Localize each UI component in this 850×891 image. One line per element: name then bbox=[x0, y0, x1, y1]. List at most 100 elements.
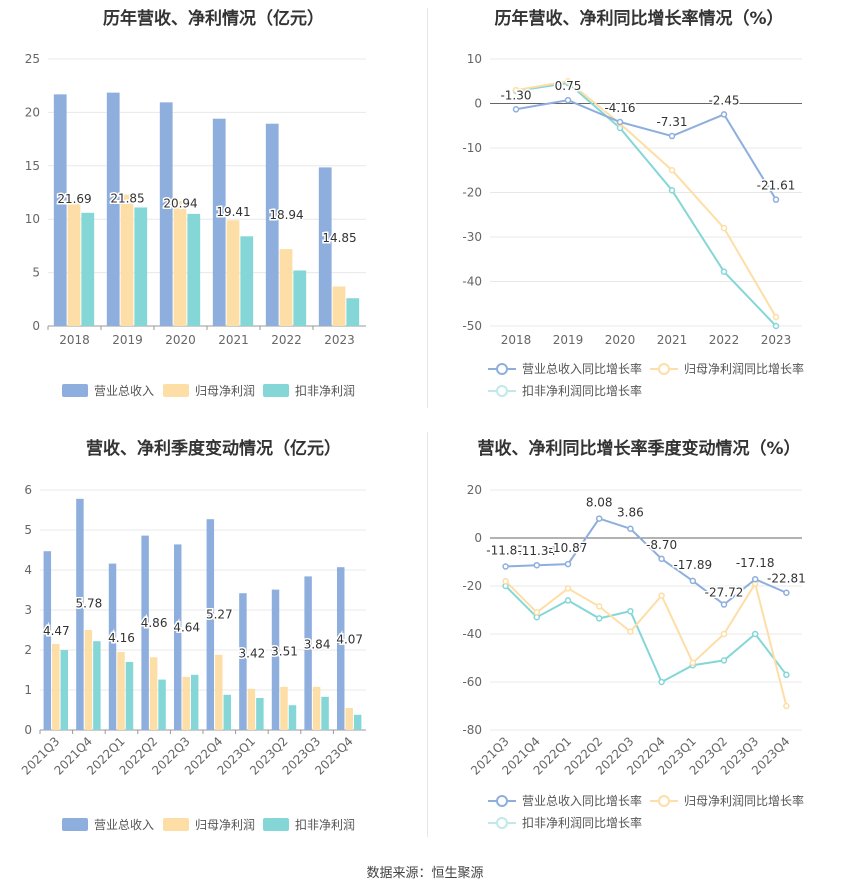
data-label: 18.94 bbox=[269, 208, 303, 222]
y-tick-label: 15 bbox=[25, 159, 40, 173]
x-tick-label: 2021 bbox=[218, 333, 249, 347]
legend-revenue-growth[interactable]: 营业总收入同比增长率 bbox=[488, 360, 642, 377]
series-line bbox=[505, 517, 787, 606]
series-point bbox=[689, 659, 697, 667]
series-line bbox=[504, 585, 788, 684]
bar bbox=[212, 118, 226, 326]
legend-q-deducted[interactable]: 扣非净利润 bbox=[263, 816, 355, 833]
x-tick-label: 2023 bbox=[324, 333, 355, 347]
data-source-footer: 数据来源：恒生聚源 bbox=[366, 866, 484, 881]
series-point bbox=[616, 118, 624, 126]
data-label: 5.78 bbox=[76, 596, 103, 610]
legend-label-parent-growth: 归母净利润同比增长率 bbox=[684, 362, 805, 376]
bar bbox=[280, 686, 288, 730]
legend-swatch-q-deducted bbox=[263, 818, 289, 831]
legend-revenue[interactable]: 营业总收入 bbox=[62, 382, 154, 399]
series-point bbox=[783, 702, 790, 710]
bar bbox=[182, 676, 190, 730]
legend-line-q-deducted bbox=[488, 816, 516, 830]
series-point bbox=[772, 322, 780, 330]
bar bbox=[223, 694, 232, 730]
series-point bbox=[689, 577, 697, 585]
series-line bbox=[504, 580, 788, 707]
series-point bbox=[564, 560, 572, 568]
y-tick-label: 20 bbox=[467, 483, 482, 497]
data-label: 5.27 bbox=[206, 607, 233, 621]
legend-label-parent: 归母净利润 bbox=[195, 384, 256, 398]
y-tick-label: -20 bbox=[462, 186, 482, 200]
data-label: 3.42 bbox=[239, 646, 266, 660]
legend-q-revenue[interactable]: 营业总收入 bbox=[62, 816, 154, 833]
y-tick-label: 1 bbox=[24, 683, 32, 697]
y-tick-label: 10 bbox=[467, 52, 482, 66]
series-point bbox=[720, 111, 728, 118]
quarter-bar-panel: 营收、净利季度变动情况（亿元） 0 1 2 3 4 5 6 2021Q3 2021Q4 2022Q… bbox=[0, 428, 427, 838]
y-tick-label: 5 bbox=[32, 266, 40, 280]
legend-parent-growth[interactable]: 归母净利润同比增长率 bbox=[650, 360, 804, 377]
series-point bbox=[595, 615, 603, 622]
data-label: 4.16 bbox=[108, 631, 135, 645]
data-label: 0.75 bbox=[555, 79, 582, 93]
data-label: -2.45 bbox=[708, 93, 739, 107]
y-tick-label: 10 bbox=[25, 212, 40, 226]
series-point bbox=[564, 78, 572, 85]
bar bbox=[108, 563, 117, 730]
annual-bar-chart: 0 5 10 15 20 25 2018 2019 2020 2021 2022 2023 21.69 2… bbox=[25, 52, 366, 347]
legend-label-deducted-growth: 扣非净利润同比增长率 bbox=[522, 384, 643, 398]
bar bbox=[247, 688, 256, 730]
series-point bbox=[751, 575, 759, 583]
series-point bbox=[772, 313, 780, 321]
legend-deducted-growth[interactable]: 扣非净利润同比增长率 bbox=[488, 382, 642, 399]
bar bbox=[279, 249, 293, 326]
x-tick-label: 2018 bbox=[59, 333, 90, 347]
x-tick-label: 2020 bbox=[605, 333, 636, 347]
annual-bar-title: 历年营收、净利情况（亿元） bbox=[103, 9, 324, 29]
legend-line-deducted bbox=[488, 384, 516, 398]
bar bbox=[76, 498, 84, 730]
bar bbox=[52, 644, 60, 730]
legend-label-q-revenue: 营业总收入 bbox=[94, 818, 155, 832]
x-tick-label: 2023 bbox=[761, 333, 792, 347]
legend-deducted[interactable]: 扣非净利润 bbox=[263, 382, 355, 399]
series-point bbox=[772, 196, 780, 203]
data-label: 14.85 bbox=[322, 231, 356, 245]
data-label: -11.87 bbox=[486, 543, 525, 557]
bar bbox=[353, 714, 362, 730]
legend-q-parent[interactable]: 归母净利润 bbox=[163, 816, 255, 833]
data-label: 3.84 bbox=[304, 638, 331, 652]
bar bbox=[240, 236, 254, 326]
series-point bbox=[564, 597, 572, 604]
bar bbox=[159, 102, 173, 326]
data-label: 21.69 bbox=[57, 192, 91, 206]
legend-parent[interactable]: 归母净利润 bbox=[163, 382, 255, 399]
y-tick-label: 20 bbox=[25, 105, 40, 119]
legend-q-revenue-growth[interactable]: 营业总收入同比增长率 bbox=[488, 792, 642, 809]
annual-line-chart: 10 0 -10 -20 -30 -40 -50 2018 2019 2020 2021 2022 20… bbox=[462, 52, 802, 347]
series-point bbox=[595, 515, 603, 522]
bar bbox=[125, 662, 134, 730]
bar bbox=[226, 220, 240, 326]
series-point bbox=[668, 132, 676, 140]
data-label: -1.30 bbox=[500, 88, 531, 102]
quarter-line-title: 营收、净利同比增长率季度变动情况（%） bbox=[477, 439, 801, 459]
data-label: 3.86 bbox=[617, 506, 644, 520]
bar bbox=[141, 535, 149, 730]
bar bbox=[81, 212, 95, 326]
y-tick-label: 2 bbox=[24, 643, 32, 657]
bar bbox=[53, 94, 67, 326]
series-point bbox=[512, 106, 520, 113]
bar bbox=[93, 641, 101, 730]
annual-line-legend: 营业总收入同比增长率 归母净利润同比增长率 扣非净利润同比增长率 bbox=[428, 360, 850, 400]
legend-q-deducted-growth[interactable]: 扣非净利润同比增长率 bbox=[488, 814, 642, 831]
data-label: -7.31 bbox=[656, 115, 687, 129]
bar bbox=[265, 123, 279, 327]
y-tick-label: 0 bbox=[474, 531, 482, 545]
data-label: 3.51 bbox=[271, 645, 298, 659]
x-tick-label: 2020 bbox=[165, 333, 196, 347]
x-tick-label: 2021 bbox=[657, 333, 688, 347]
series-point bbox=[502, 563, 509, 570]
data-label: 4.47 bbox=[43, 624, 70, 638]
quarter-line-chart: 200-20-40-60-802021Q32021Q42022Q12022Q22… bbox=[462, 483, 807, 778]
y-tick-label: -60 bbox=[462, 675, 482, 689]
legend-q-parent-growth[interactable]: 归母净利润同比增长率 bbox=[650, 792, 804, 809]
